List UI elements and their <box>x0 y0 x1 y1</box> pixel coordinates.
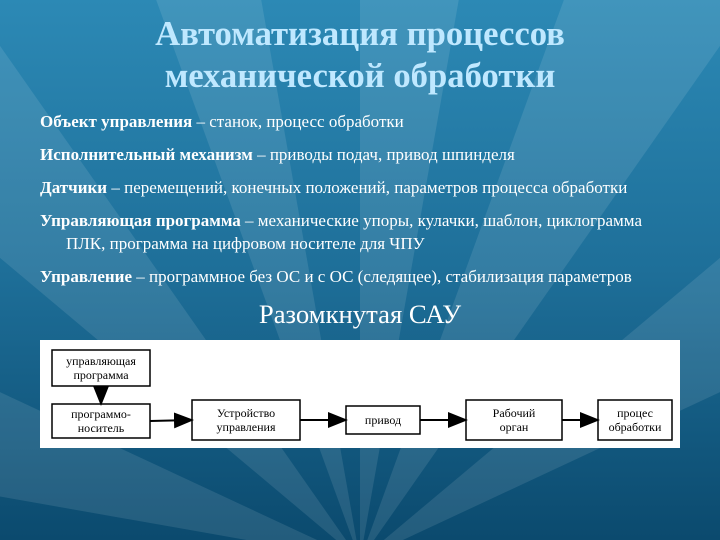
definition-desc: – перемещений, конечных положений, парам… <box>107 178 627 197</box>
flow-edge <box>150 420 192 421</box>
flow-node-label: Рабочий <box>493 406 536 420</box>
flow-node-label: программа <box>73 368 129 382</box>
definition-term: Управляющая программа <box>40 211 241 230</box>
flow-node-proc: процесобработки <box>598 400 672 440</box>
flow-node-media: программо-носитель <box>52 404 150 438</box>
diagram-panel: управляющаяпрограмма программо-носитель Ус… <box>40 340 680 448</box>
flow-node-label: Устройство <box>217 406 275 420</box>
definition-desc: – программное без ОС и с ОС (следящее), … <box>132 267 632 286</box>
flow-node-label: процес <box>617 406 653 420</box>
flow-node-prog: управляющаяпрограмма <box>52 350 150 386</box>
definition-item: Датчики – перемещений, конечных положени… <box>40 177 680 200</box>
flow-node-label: орган <box>500 420 529 434</box>
slide-title: Автоматизация процессов механической обр… <box>40 14 680 97</box>
definition-item: Управление – программное без ОС и с ОС (… <box>40 266 680 289</box>
definition-term: Управление <box>40 267 132 286</box>
definition-term: Объект управления <box>40 112 192 131</box>
flowchart: управляющаяпрограмма программо-носитель Ус… <box>46 346 674 442</box>
definition-item: Управляющая программа – механические упо… <box>40 210 680 256</box>
flow-node-drive: привод <box>346 406 420 434</box>
flow-node-label: привод <box>365 413 401 427</box>
definition-desc: – приводы подач, привод шпинделя <box>253 145 515 164</box>
flow-node-label: управления <box>217 420 276 434</box>
flow-node-label: носитель <box>78 421 125 435</box>
flow-node-label: программо- <box>71 407 131 421</box>
flow-node-ctrl: Устройствоуправления <box>192 400 300 440</box>
title-line-1: Автоматизация процессов <box>155 15 565 53</box>
definition-term: Датчики <box>40 178 107 197</box>
definition-item: Объект управления – станок, процесс обра… <box>40 111 680 134</box>
flow-node-organ: Рабочийорган <box>466 400 562 440</box>
title-line-2: механической обработки <box>165 57 556 95</box>
slide: Автоматизация процессов механической обр… <box>0 0 720 540</box>
definitions-list: Объект управления – станок, процесс обра… <box>40 111 680 289</box>
diagram-subheading: Разомкнутая САУ <box>40 299 680 330</box>
flow-node-label: обработки <box>609 420 662 434</box>
subheading-text: Разомкнутая САУ <box>259 299 461 329</box>
definition-item: Исполнительный механизм – приводы подач,… <box>40 144 680 167</box>
flow-node-label: управляющая <box>66 354 136 368</box>
definition-term: Исполнительный механизм <box>40 145 253 164</box>
definition-desc: – станок, процесс обработки <box>192 112 404 131</box>
